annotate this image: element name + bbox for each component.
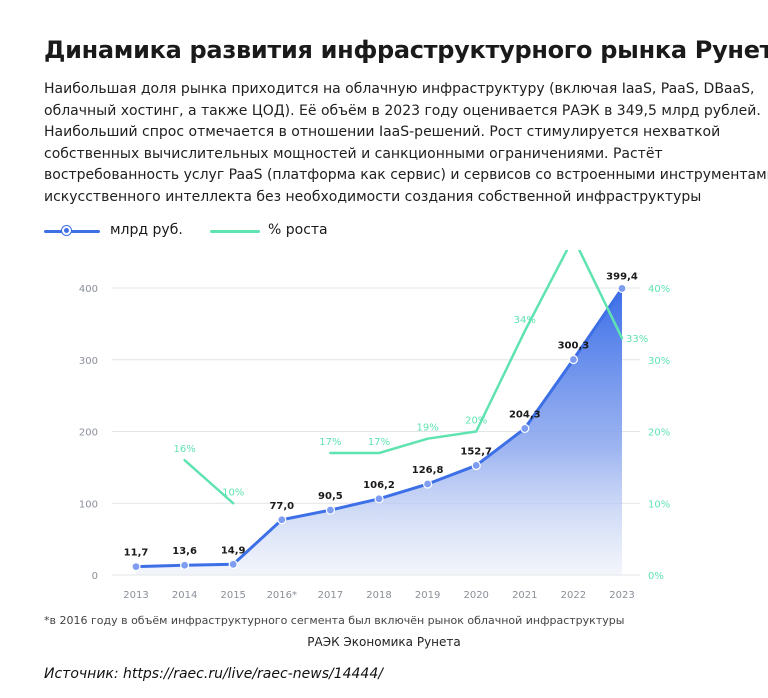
x-axis-tick-label: 2022 (561, 590, 586, 601)
x-axis-tick-label: 2023 (609, 590, 634, 601)
data-point-rub (423, 479, 433, 489)
x-axis-tick-label: 2019 (415, 590, 440, 601)
description-line: востребованность услуг PaaS (платформа к… (44, 167, 768, 183)
data-label-rub: 13,6 (172, 546, 197, 557)
description-line: искусственного интеллекта без необходимо… (44, 188, 702, 205)
growth-chart: 0 100 200 300 400 0% 10% 20% 30% 40% 2013 2014 2015 2… (79, 250, 670, 601)
data-label-growth: 19% (416, 423, 438, 434)
legend-label-rub: млрд руб. (110, 222, 183, 238)
data-label-rub: 152,7 (460, 446, 492, 457)
left-axis-tick-label: 300 (79, 356, 98, 367)
data-label-rub: 204,3 (509, 409, 541, 420)
data-point-rub (520, 423, 530, 434)
data-point-rub (228, 559, 238, 569)
x-axis-tick-label: 2020 (463, 590, 488, 601)
series-line-growth (329, 250, 624, 455)
series-line-growth (183, 458, 235, 505)
data-point-rub (471, 460, 481, 471)
data-label-rub: 106,2 (363, 480, 395, 491)
right-axis-tick-label: 20% (648, 428, 670, 439)
description-line: Наибольший спрос отмечается в отношении … (44, 124, 721, 140)
data-label-rub: 300,3 (558, 341, 590, 352)
x-axis-tick-label: 2014 (172, 590, 197, 601)
data-label-growth: 20% (465, 416, 487, 427)
description-line: собственных вычислительных мощностей и с… (44, 145, 663, 162)
data-label-growth: 34% (514, 315, 536, 326)
x-axis-tick-label: 2015 (220, 590, 245, 601)
source-line: Источник: https://raec.ru/live/raec-news… (44, 666, 383, 682)
data-label-growth: 10% (222, 487, 244, 498)
right-axis-tick-label: 10% (648, 499, 670, 510)
left-axis-tick-label: 100 (79, 499, 98, 510)
data-label-growth: 16% (173, 444, 195, 455)
legend-label-growth: % роста (268, 222, 328, 238)
data-point-rub (277, 515, 287, 525)
left-axis-tick-label: 200 (79, 428, 98, 439)
right-axis-tick-label: 0% (648, 571, 664, 582)
description: Наибольшая доля рынка приходится на обла… (44, 79, 768, 208)
data-label-growth: 17% (319, 437, 341, 448)
data-label-rub: 126,8 (412, 465, 444, 476)
x-axis-tick-label: 2016* (267, 590, 297, 601)
data-label-rub: 11,7 (124, 548, 149, 559)
right-axis-tick-label: 30% (648, 356, 670, 367)
x-axis-tick-label: 2018 (366, 590, 391, 601)
description-line: облачный хостинг, а также ЦОД). Её объём… (44, 102, 761, 119)
data-point-rub (180, 560, 190, 570)
data-point-rub (131, 562, 141, 572)
data-label-growth: 17% (368, 437, 390, 448)
chart-footnote: *в 2016 году в объём инфраструктурного с… (44, 614, 625, 627)
legend-marker-icon (62, 226, 71, 235)
data-label-rub: 77,0 (269, 501, 294, 512)
description-line: Наибольшая доля рынка приходится на обла… (44, 81, 755, 97)
data-label-rub: 399,4 (606, 271, 638, 282)
legend-line-green (210, 230, 260, 233)
page-title: Динамика развития инфраструктурного рынк… (44, 36, 768, 64)
chart-source-label: РАЭК Экономика Рунета (307, 635, 461, 649)
data-label-rub: 90,5 (318, 491, 343, 502)
data-point-rub (325, 505, 335, 515)
x-axis-tick-label: 2021 (512, 590, 537, 601)
legend-line-blue (44, 230, 100, 233)
data-point-rub (374, 494, 384, 504)
data-label-rub: 14,9 (221, 545, 246, 556)
data-label-growth: 33% (626, 334, 648, 345)
right-axis-tick-label: 40% (648, 284, 670, 295)
left-axis-tick-label: 400 (79, 284, 98, 295)
data-point-rub (568, 354, 579, 365)
series-area-rub (136, 288, 622, 575)
x-axis-tick-label: 2017 (318, 590, 343, 601)
left-axis-tick-label: 0 (92, 571, 98, 582)
data-point-rub (617, 283, 627, 294)
x-axis-tick-label: 2013 (123, 590, 148, 601)
